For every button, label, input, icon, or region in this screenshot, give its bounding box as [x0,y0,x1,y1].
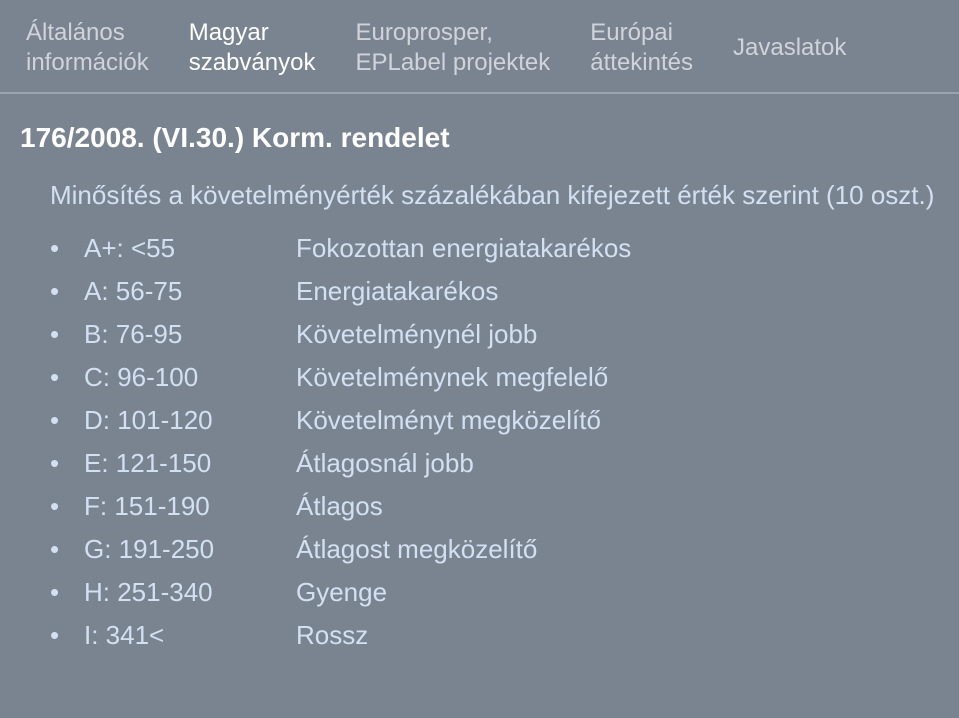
slide-heading: 176/2008. (VI.30.) Korm. rendelet [20,122,939,154]
rating-code: C: 96-100 [84,362,296,393]
bullet-icon: • [50,276,84,307]
rating-row: • A: 56-75 Energiatakarékos [50,276,939,307]
rating-row: • C: 96-100 Követelménynek megfelelő [50,362,939,393]
rating-row: • F: 151-190 Átlagos [50,491,939,522]
rating-desc: Követelménynek megfelelő [296,362,608,393]
rating-code: B: 76-95 [84,319,296,350]
rating-row: • H: 251-340 Gyenge [50,577,939,608]
bullet-icon: • [50,319,84,350]
rating-desc: Átlagos [296,491,383,522]
tab-hungarian-standards[interactable]: Magyar szabványok [189,18,356,78]
tab-european-overview[interactable]: Európai áttekintés [590,18,733,78]
rating-code: H: 251-340 [84,577,296,608]
rating-code: A+: <55 [84,233,296,264]
bullet-icon: • [50,448,84,479]
slide-content: 176/2008. (VI.30.) Korm. rendelet Minősí… [0,94,959,683]
tab-recommendations[interactable]: Javaslatok [733,33,886,63]
rating-code: A: 56-75 [84,276,296,307]
rating-desc: Gyenge [296,577,387,608]
rating-code: G: 191-250 [84,534,296,565]
rating-code: F: 151-190 [84,491,296,522]
rating-code: E: 121-150 [84,448,296,479]
rating-desc: Energiatakarékos [296,276,498,307]
bullet-icon: • [50,491,84,522]
tab-bar: Általános információk Magyar szabványok … [0,0,959,94]
rating-code: D: 101-120 [84,405,296,436]
bullet-icon: • [50,233,84,264]
rating-row: • G: 191-250 Átlagost megközelítő [50,534,939,565]
rating-row: • B: 76-95 Követelménynél jobb [50,319,939,350]
bullet-icon: • [50,362,84,393]
rating-desc: Követelménynél jobb [296,319,537,350]
slide-subtitle: Minősítés a követelményérték százalékába… [50,180,939,211]
rating-desc: Fokozottan energiatakarékos [296,233,631,264]
bullet-icon: • [50,620,84,651]
bullet-icon: • [50,534,84,565]
rating-row: • E: 121-150 Átlagosnál jobb [50,448,939,479]
rating-row: • A+: <55 Fokozottan energiatakarékos [50,233,939,264]
bullet-icon: • [50,405,84,436]
tab-general-info[interactable]: Általános információk [26,18,189,78]
rating-desc: Átlagosnál jobb [296,448,474,479]
tab-europrosper-eplabel[interactable]: Europrosper, EPLabel projektek [355,18,590,78]
rating-row: • I: 341< Rossz [50,620,939,651]
rating-code: I: 341< [84,620,296,651]
rating-list: • A+: <55 Fokozottan energiatakarékos • … [50,233,939,651]
bullet-icon: • [50,577,84,608]
rating-desc: Rossz [296,620,368,651]
rating-row: • D: 101-120 Követelményt megközelítő [50,405,939,436]
rating-desc: Követelményt megközelítő [296,405,601,436]
rating-desc: Átlagost megközelítő [296,534,537,565]
